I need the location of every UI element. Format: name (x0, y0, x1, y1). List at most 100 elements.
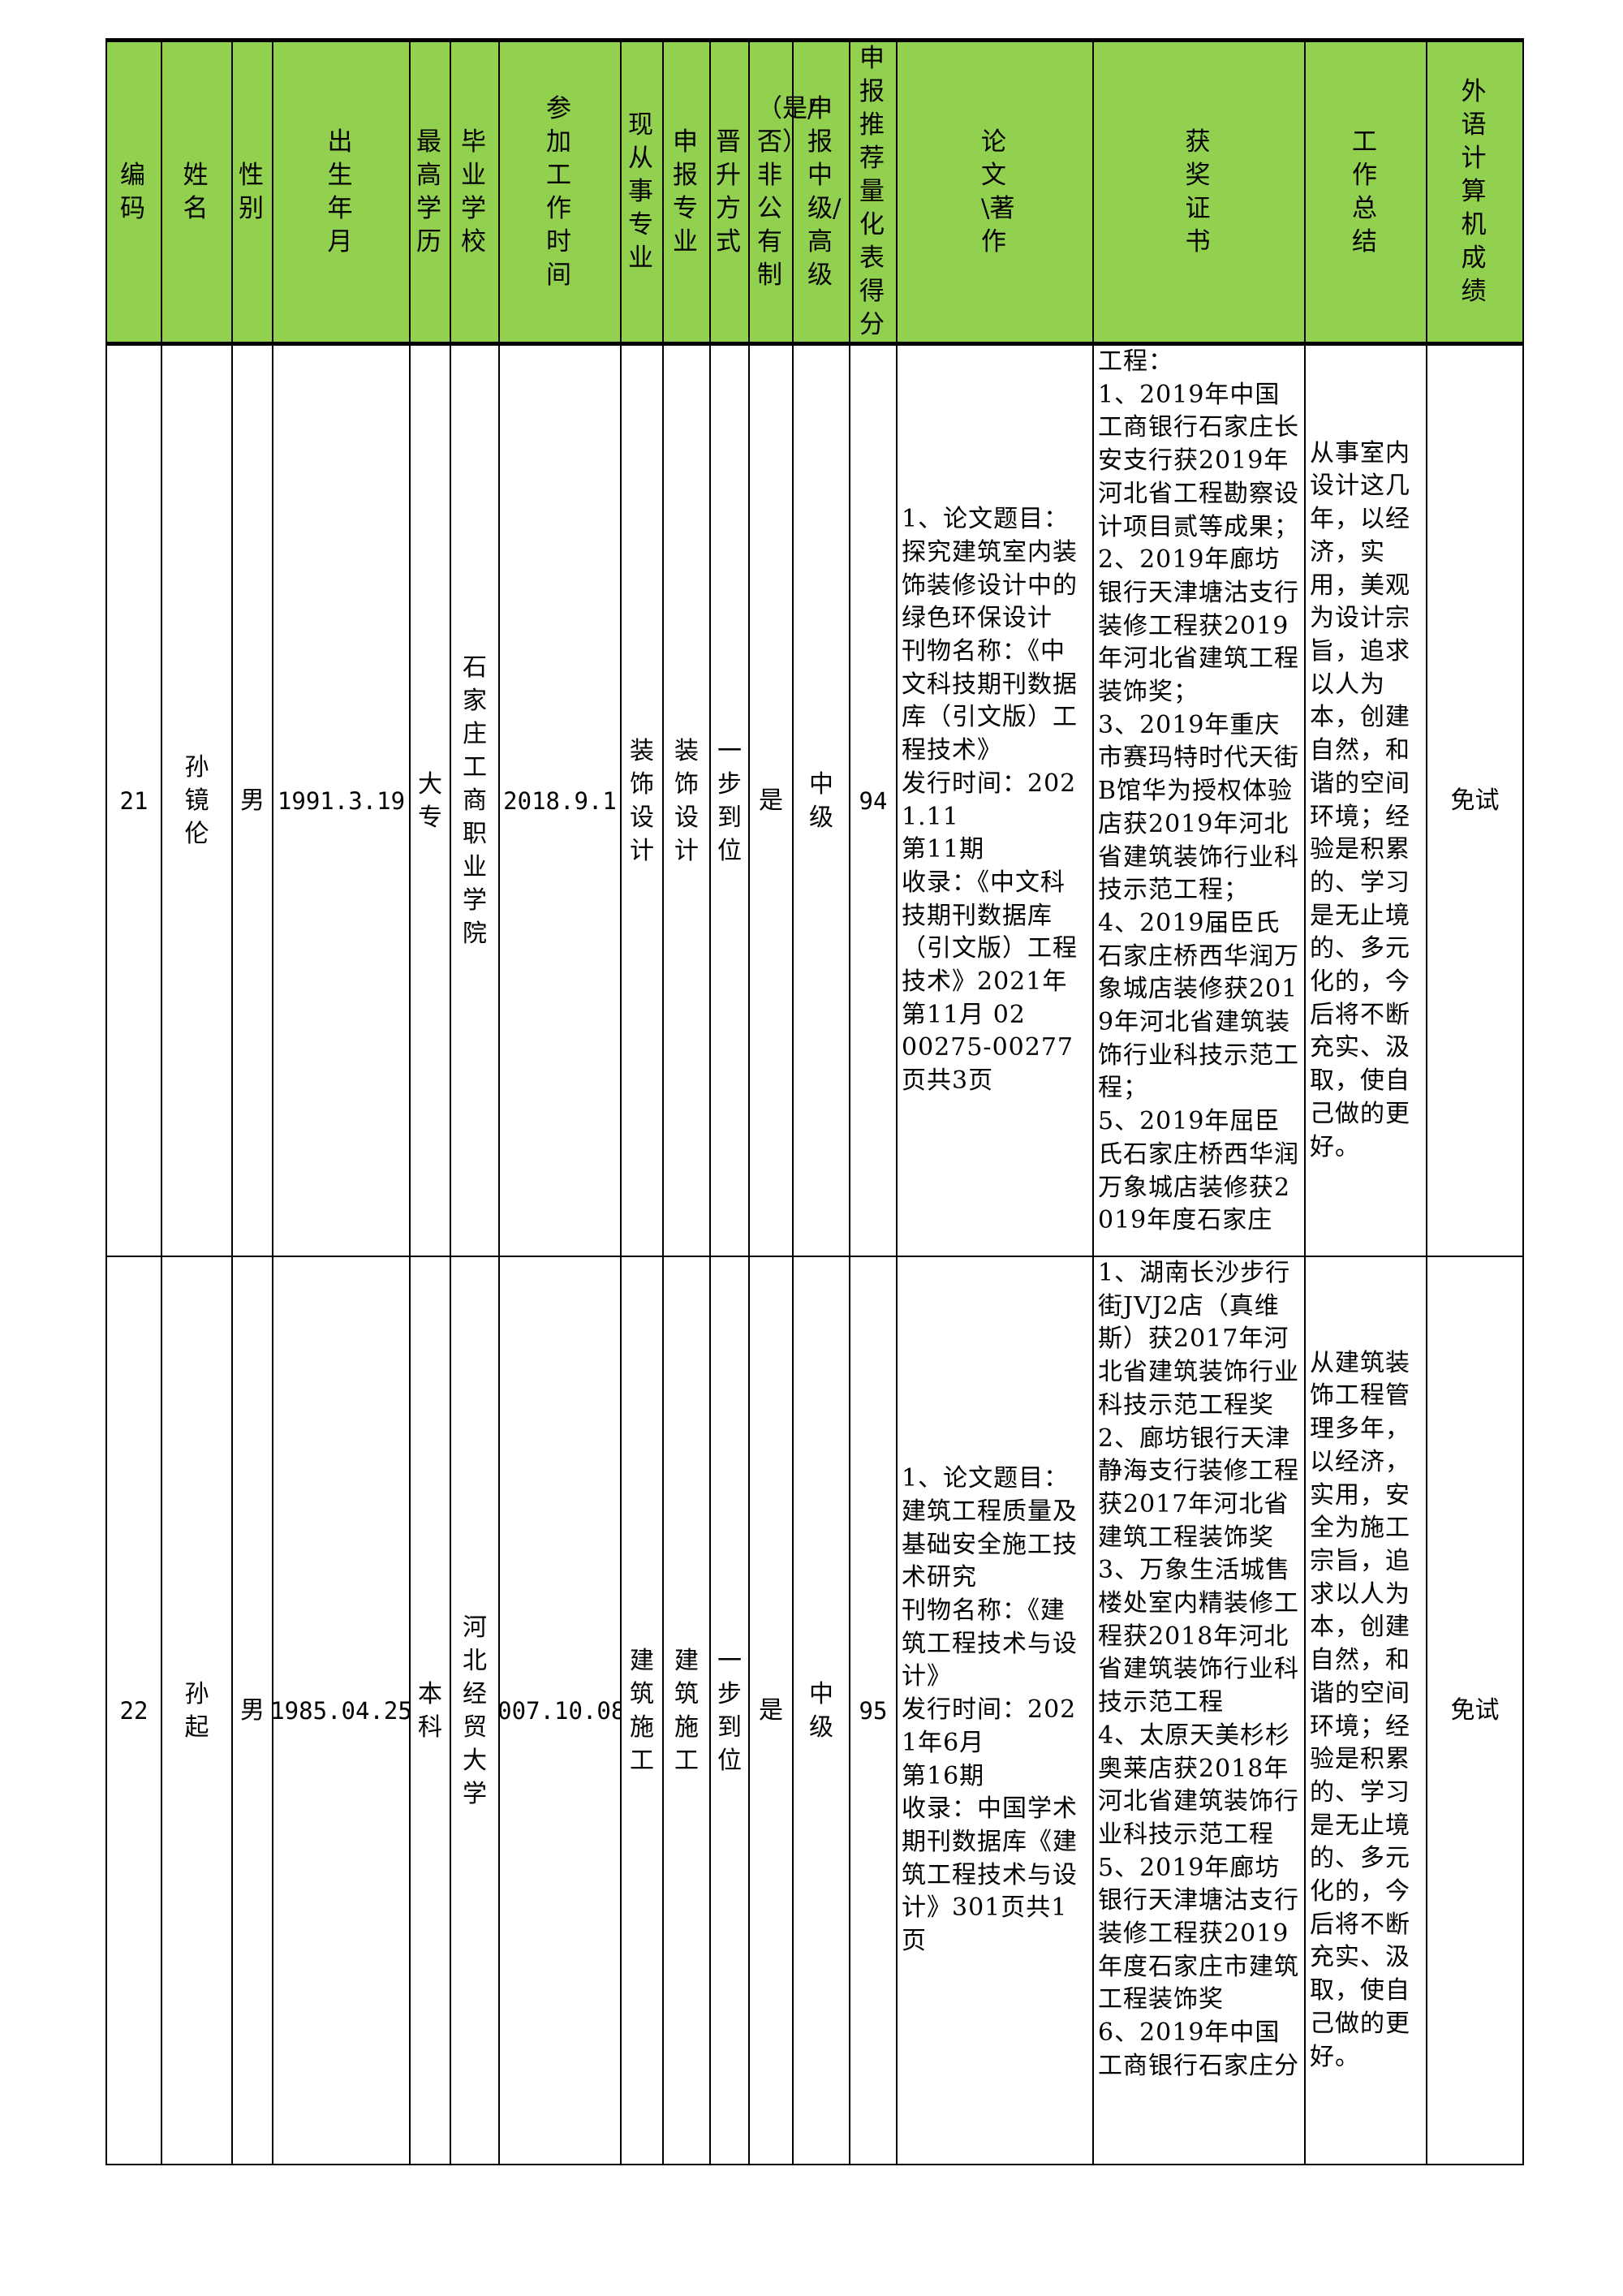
cell-score: 95 (849, 1256, 898, 2165)
cell-birth: 1985.04.25 (272, 1256, 411, 2165)
header-promotion: 晋升方式 (709, 39, 750, 345)
header-row: 编码 姓名 性别 出生年月 最高学历 毕业学校 参加工作时间 现从事专业 申报专业 晋升方式 （是/… (105, 39, 1524, 345)
cell-work-start: 2007.10.08 (498, 1256, 622, 2165)
cell-birth: 1991.3.19 (272, 342, 411, 1257)
cell-apply-major: 装饰设计 (662, 342, 711, 1257)
header-current-major: 现从事专业 (620, 39, 664, 345)
header-awards: 获奖证书 (1092, 39, 1306, 345)
cell-awards: 工程： 1、2019年中国工商银行石家庄长安支行获2019年河北省工程勘察设计项… (1092, 342, 1306, 1257)
score-text: 95 (859, 1696, 888, 1725)
header-label: （是/否）非公有制 (757, 93, 816, 290)
cell-education: 本科 (409, 1256, 451, 2165)
cell-promotion: 一步到位 (709, 342, 750, 1257)
header-school: 毕业学校 (450, 39, 500, 345)
name-text: 孙镜伦 (184, 753, 209, 848)
cell-work-start: 2018.9.1 (498, 342, 622, 1257)
apply-major-text: 建筑施工 (674, 1646, 699, 1775)
cell-awards: 1、湖南长沙步行街JVJ2店（真维斯）获2017年河北省建筑装饰行业科技示范工程… (1092, 1256, 1306, 2165)
cell-gender: 男 (231, 1256, 273, 2165)
cell-foreign: 免试 (1426, 342, 1524, 1257)
cell-code: 21 (105, 342, 162, 1257)
name-text: 孙起 (184, 1679, 209, 1742)
header-label: 申报专业 (673, 127, 698, 256)
header-code: 编码 (105, 39, 162, 345)
header-label: 最高学历 (416, 127, 441, 256)
header-label: 获奖证书 (1185, 127, 1211, 256)
header-label: 晋升方式 (716, 127, 741, 256)
header-label: 参加工作时间 (546, 93, 571, 290)
apply-major-text: 装饰设计 (674, 736, 699, 865)
level-text: 中级 (809, 769, 833, 832)
cell-level: 中级 (792, 342, 850, 1257)
cell-summary: 从建筑装饰工程管理多年，以经济，实用，安全为施工宗旨，追求以人为本，创建自然，和… (1304, 1256, 1427, 2165)
non-public-text: 是 (759, 786, 783, 815)
header-education: 最高学历 (409, 39, 451, 345)
cell-score: 94 (849, 342, 898, 1257)
cell-non-public: 是 (748, 1256, 794, 2165)
header-label: 现从事专业 (628, 110, 653, 273)
cell-name: 孙镜伦 (161, 342, 233, 1257)
cell-foreign: 免试 (1426, 1256, 1524, 2165)
awards-text: 工程： 1、2019年中国工商银行石家庄长安支行获2019年河北省工程勘察设计项… (1098, 347, 1299, 1235)
school-text: 石家庄工商职业学院 (463, 653, 487, 948)
work-start-text: 2007.10.08 (500, 1696, 620, 1725)
cell-gender: 男 (231, 342, 273, 1257)
cell-paper: 1、论文题目：建筑工程质量及基础安全施工技术研究 刊物名称：《建筑工程技术与设计… (896, 1256, 1094, 2165)
header-birth: 出生年月 (272, 39, 411, 345)
header-label: 毕业学校 (461, 127, 486, 256)
awards-text: 1、湖南长沙步行街JVJ2店（真维斯）获2017年河北省建筑装饰行业科技示范工程… (1098, 1259, 1299, 2080)
applicant-table: 编码 姓名 性别 出生年月 最高学历 毕业学校 参加工作时间 现从事专业 申报专业 晋升方式 （是/… (105, 38, 1524, 2165)
cell-name: 孙起 (161, 1256, 233, 2165)
header-paper: 论文\著作 (896, 39, 1094, 345)
non-public-text: 是 (759, 1696, 783, 1725)
cell-paper: 1、论文题目：探究建筑室内装饰装修设计中的绿色环保设计 刊物名称：《中文科技期刊… (896, 342, 1094, 1257)
cell-level: 中级 (792, 1256, 850, 2165)
school-text: 河北经贸大学 (463, 1613, 487, 1808)
promotion-text: 一步到位 (717, 736, 742, 865)
header-non-public: （是/否）非公有制 (748, 39, 816, 345)
cell-current-major: 装饰设计 (620, 342, 664, 1257)
summary-text: 从建筑装饰工程管理多年，以经济，实用，安全为施工宗旨，追求以人为本，创建自然，和… (1310, 1348, 1410, 2071)
cell-current-major: 建筑施工 (620, 1256, 664, 2165)
header-level: 申报中级/高级 (792, 39, 850, 345)
header-label: 姓名 (183, 160, 209, 223)
header-gender: 性别 (231, 39, 273, 345)
cell-code: 22 (105, 1256, 162, 2165)
header-label: 出生年月 (327, 127, 353, 256)
code-text: 21 (119, 786, 149, 815)
cell-education: 大专 (409, 342, 451, 1257)
cell-school: 石家庄工商职业学院 (450, 342, 500, 1257)
header-label: 外语计算机成绩 (1461, 77, 1487, 306)
cell-apply-major: 建筑施工 (662, 1256, 711, 2165)
current-major-text: 建筑施工 (630, 1646, 654, 1775)
header-name: 姓名 (161, 39, 233, 345)
level-text: 中级 (809, 1679, 833, 1742)
header-label: 申报推荐量化表得分 (859, 44, 885, 339)
foreign-text: 免试 (1450, 786, 1500, 815)
work-start-text: 2018.9.1 (503, 786, 617, 815)
header-score: 申报推荐量化表得分 (849, 39, 898, 345)
header-work-start: 参加工作时间 (498, 39, 622, 345)
cell-promotion: 一步到位 (709, 1256, 750, 2165)
header-label: 编码 (120, 160, 145, 223)
header-label: 工作总结 (1352, 127, 1377, 256)
cell-summary: 从事室内设计这几年，以经济，实用，美观为设计宗旨，追求以人为本，创建自然，和谐的… (1304, 342, 1427, 1257)
score-text: 94 (859, 786, 888, 815)
code-text: 22 (119, 1696, 149, 1725)
paper-text: 1、论文题目：探究建筑室内装饰装修设计中的绿色环保设计 刊物名称：《中文科技期刊… (902, 505, 1078, 1096)
summary-text: 从事室内设计这几年，以经济，实用，美观为设计宗旨，追求以人为本，创建自然，和谐的… (1310, 438, 1410, 1161)
header-label: 申报中级/高级 (807, 93, 842, 290)
cell-non-public: 是 (748, 342, 794, 1257)
current-major-text: 装饰设计 (630, 736, 654, 865)
table-row: 21 孙镜伦 男 1991.3.19 大专 石家庄工商职业学院 2018.9.1 装饰设计 装饰… (105, 342, 1524, 1257)
birth-text: 1985.04.25 (273, 1696, 409, 1725)
promotion-text: 一步到位 (717, 1646, 742, 1775)
gender-text: 男 (240, 786, 265, 815)
header-label: 论文\著作 (981, 127, 1015, 256)
education-text: 本科 (418, 1679, 442, 1742)
education-text: 大专 (418, 769, 442, 832)
header-foreign: 外语计算机成绩 (1426, 39, 1524, 345)
cell-school: 河北经贸大学 (450, 1256, 500, 2165)
paper-text: 1、论文题目：建筑工程质量及基础安全施工技术研究 刊物名称：《建筑工程技术与设计… (902, 1464, 1078, 1956)
